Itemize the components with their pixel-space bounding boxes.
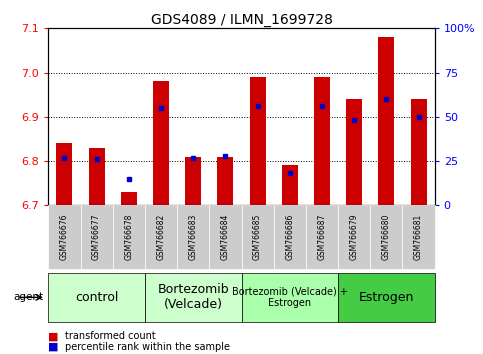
Text: GSM766682: GSM766682 (156, 214, 166, 260)
Text: control: control (75, 291, 118, 304)
Text: GSM766684: GSM766684 (221, 214, 230, 261)
Bar (153, 81, 169, 205)
Bar (314, 77, 330, 205)
Text: GSM766680: GSM766680 (382, 214, 391, 261)
Bar (346, 99, 362, 205)
Text: GSM766685: GSM766685 (253, 214, 262, 261)
Bar (282, 166, 298, 205)
Text: GSM766678: GSM766678 (124, 214, 133, 261)
Text: GSM766679: GSM766679 (350, 214, 359, 261)
Bar (411, 99, 426, 205)
Text: GSM766677: GSM766677 (92, 214, 101, 261)
Text: GSM766676: GSM766676 (60, 214, 69, 261)
Bar (217, 157, 233, 205)
Text: GSM766687: GSM766687 (317, 214, 327, 261)
Text: percentile rank within the sample: percentile rank within the sample (65, 342, 230, 352)
Bar (378, 37, 395, 205)
Bar (121, 192, 137, 205)
Bar (185, 157, 201, 205)
Text: ■: ■ (48, 331, 59, 341)
Text: GSM766686: GSM766686 (285, 214, 294, 261)
Text: Bortezomib (Velcade) +
Estrogen: Bortezomib (Velcade) + Estrogen (232, 286, 348, 308)
Text: GSM766681: GSM766681 (414, 214, 423, 260)
Text: GSM766683: GSM766683 (189, 214, 198, 261)
Text: Bortezomib
(Velcade): Bortezomib (Velcade) (157, 283, 229, 312)
Text: transformed count: transformed count (65, 331, 156, 341)
Text: Estrogen: Estrogen (359, 291, 414, 304)
Bar (57, 143, 72, 205)
Title: GDS4089 / ILMN_1699728: GDS4089 / ILMN_1699728 (151, 13, 332, 27)
Text: ■: ■ (48, 342, 59, 352)
Bar (88, 148, 105, 205)
Text: agent: agent (14, 292, 43, 302)
Bar (250, 77, 266, 205)
